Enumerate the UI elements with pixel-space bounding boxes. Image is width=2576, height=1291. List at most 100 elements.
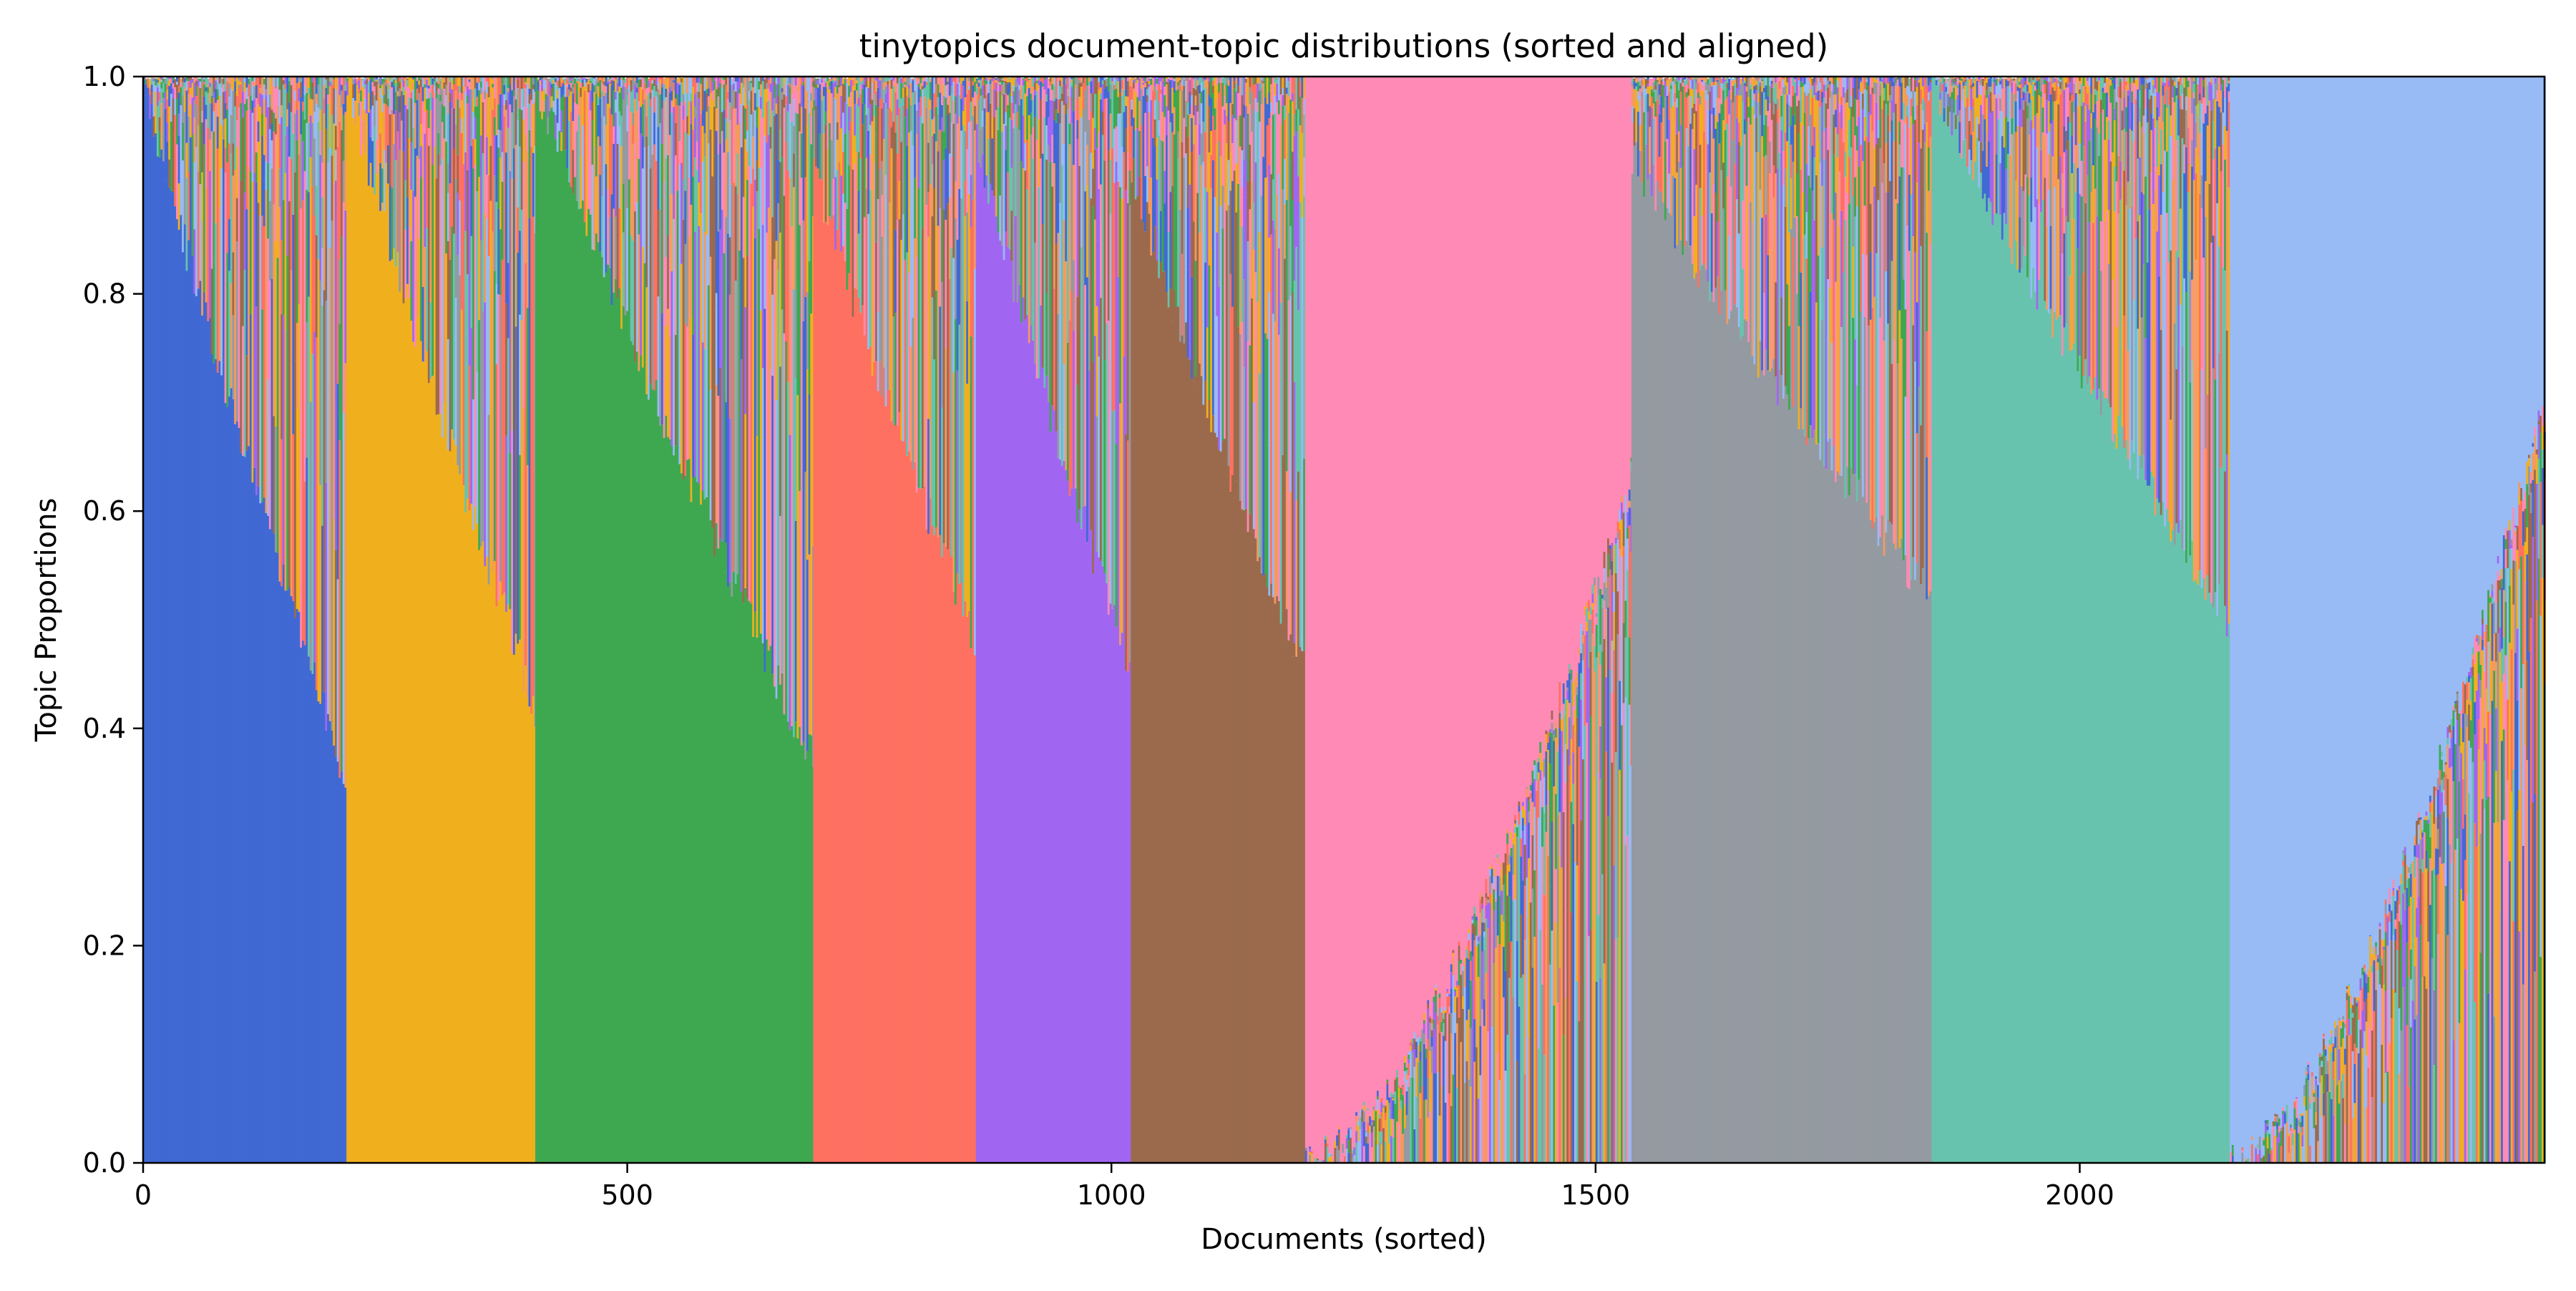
topic-bar-segment: [309, 513, 313, 671]
topic-bar-segment: [836, 140, 839, 170]
topic-bar-segment: [641, 136, 645, 169]
topic-bar-segment: [1211, 93, 1215, 116]
topic-bar-segment: [410, 77, 413, 92]
topic-bar-segment: [1171, 87, 1174, 114]
topic-bar-segment: [180, 105, 182, 159]
topic-bar-segment: [1512, 900, 1515, 998]
topic-bar-segment: [1475, 980, 1478, 1048]
topic-bar-segment: [152, 98, 155, 117]
topic-bar-segment: [958, 324, 961, 584]
topic-bar-segment: [589, 110, 592, 215]
topic-bar-segment: [1613, 650, 1616, 866]
topic-bar-segment: [608, 79, 612, 82]
topic-bar-segment: [1161, 81, 1164, 85]
topic-bar-segment: [1125, 77, 1128, 97]
topic-bar-segment: [1495, 892, 1498, 894]
topic-bar-dominant: [760, 633, 763, 1163]
topic-bar-segment: [1146, 77, 1149, 82]
topic-bar-segment: [1262, 434, 1265, 576]
topic-bar-segment: [955, 318, 957, 605]
topic-bar-segment: [1405, 1073, 1408, 1080]
topic-bar-segment: [1448, 1006, 1451, 1014]
topic-bar-segment: [1495, 947, 1498, 1163]
topic-bar-segment: [396, 86, 399, 92]
topic-bar-segment: [970, 77, 972, 102]
topic-bar-segment: [315, 185, 318, 235]
topic-bar-segment: [1221, 77, 1224, 83]
topic-bar-segment: [1142, 84, 1145, 97]
topic-bar-segment: [1394, 1104, 1397, 1163]
topic-bar-segment: [624, 104, 627, 134]
topic-bar-segment: [187, 94, 190, 117]
topic-bar-segment: [709, 256, 712, 390]
topic-bar-segment: [273, 416, 275, 534]
topic-bar-segment: [1504, 971, 1507, 1071]
topic-bar-segment: [717, 231, 720, 396]
topic-bar-segment: [635, 83, 639, 88]
topic-bar-dominant: [793, 737, 796, 1163]
topic-bar-dominant: [684, 475, 687, 1163]
topic-bar-segment: [1285, 115, 1289, 200]
topic-bar-segment: [941, 77, 944, 105]
topic-bar-dominant: [966, 616, 969, 1163]
topic-bar-segment: [794, 77, 798, 86]
topic-bar-dominant: [1463, 77, 1467, 958]
topic-bar-segment: [1086, 185, 1089, 278]
topic-bar-segment: [308, 77, 311, 88]
topic-bar-segment: [333, 77, 336, 80]
topic-bar-segment: [1510, 832, 1513, 840]
topic-bar-segment: [630, 77, 633, 80]
topic-bar-segment: [1545, 751, 1548, 806]
topic-bar-segment: [927, 419, 930, 535]
topic-bar-dominant: [1580, 77, 1583, 624]
topic-bar-segment: [1523, 940, 1527, 1075]
topic-bar-segment: [517, 207, 519, 253]
topic-bar-segment: [665, 257, 668, 326]
topic-bar-dominant: [1312, 77, 1316, 1163]
topic-bar-segment: [1010, 167, 1013, 211]
topic-bar-segment: [410, 98, 413, 142]
topic-bar-segment: [693, 93, 697, 107]
topic-bar-segment: [1558, 681, 1561, 713]
topic-bar-segment: [668, 160, 672, 337]
topic-bar-segment: [1392, 1119, 1395, 1138]
topic-bar-segment: [158, 84, 161, 92]
topic-bar-segment: [1588, 611, 1591, 620]
topic-bar-segment: [1597, 564, 1600, 577]
topic-bar-segment: [1529, 784, 1533, 791]
topic-bar-segment: [1444, 1013, 1448, 1019]
topic-bar-segment: [1173, 107, 1176, 135]
topic-bar-segment: [602, 84, 606, 97]
topic-bar-segment: [306, 457, 308, 677]
topic-bar-segment: [659, 94, 662, 124]
topic-bar-segment: [1092, 168, 1095, 207]
topic-bar-segment: [457, 77, 459, 86]
topic-bar-segment: [1073, 165, 1075, 260]
topic-bar-segment: [1068, 320, 1071, 496]
topic-bar-segment: [1059, 86, 1062, 99]
topic-bar-dominant: [228, 396, 231, 1164]
topic-bar-segment: [1040, 81, 1043, 85]
topic-bar-segment: [1131, 81, 1133, 87]
topic-bar-segment: [493, 98, 497, 117]
topic-bar-dominant: [1495, 77, 1498, 892]
topic-bar-segment: [209, 140, 212, 172]
topic-bar-segment: [240, 82, 243, 84]
topic-bar-segment: [1543, 776, 1546, 813]
topic-bar-segment: [692, 105, 695, 130]
topic-bar-segment: [1018, 90, 1021, 97]
topic-bar-segment: [1581, 639, 1585, 644]
topic-bar-segment: [213, 131, 215, 260]
topic-bar-segment: [1580, 699, 1583, 733]
topic-bar-segment: [1454, 991, 1457, 997]
topic-bar-segment: [1128, 78, 1131, 86]
topic-bar-segment: [552, 79, 555, 84]
topic-bar-segment: [207, 127, 210, 321]
topic-bar-segment: [172, 88, 175, 99]
topic-bar-segment: [1614, 543, 1618, 573]
topic-bar-segment: [707, 88, 711, 97]
topic-bar-segment: [610, 114, 613, 195]
topic-bar-segment: [207, 84, 210, 87]
topic-bar-segment: [160, 103, 163, 150]
topic-bar-segment: [1233, 118, 1236, 171]
